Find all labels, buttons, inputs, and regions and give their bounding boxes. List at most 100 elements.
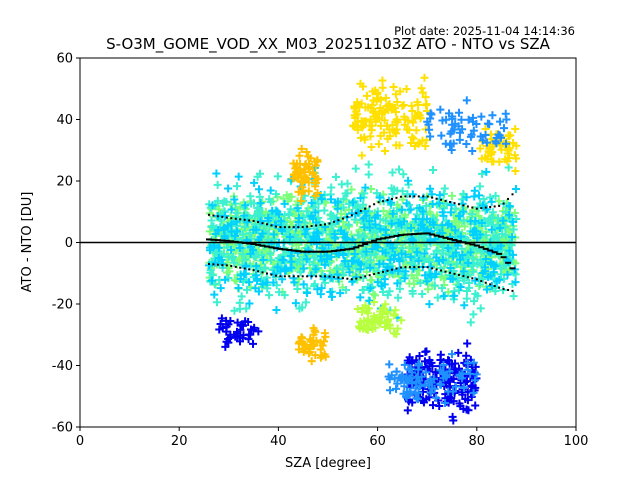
upper-percentile-line-marker <box>404 195 407 198</box>
scatter-point <box>331 173 340 182</box>
upper-percentile-line-marker <box>319 223 322 226</box>
lower-percentile-line-marker <box>364 275 367 278</box>
scatter-point <box>292 167 301 176</box>
scatter-point <box>459 384 468 393</box>
scatter-point <box>250 323 259 332</box>
upper-percentile-line-marker <box>270 224 273 227</box>
lower-percentile-line-marker <box>422 266 425 269</box>
lower-percentile-line-marker <box>466 276 469 279</box>
scatter-point <box>433 293 442 302</box>
upper-percentile-line-marker <box>466 205 469 208</box>
scatter-point <box>280 199 289 208</box>
scatter-point <box>491 191 500 200</box>
scatter-point <box>463 339 472 348</box>
scatter-point <box>459 267 468 276</box>
lower-percentile-line-marker <box>355 277 358 280</box>
scatter-point <box>348 198 357 207</box>
scatter-point <box>327 183 336 192</box>
median-line-marker <box>429 233 436 236</box>
scatter-point <box>451 248 460 257</box>
scatter-point <box>505 210 514 219</box>
scatter-point <box>294 345 303 354</box>
scatter-point <box>380 305 389 314</box>
scatter-point <box>208 276 217 285</box>
scatter-point <box>421 380 430 389</box>
median-line-marker <box>339 248 346 251</box>
scatter-point <box>422 277 431 286</box>
upper-percentile-line-marker <box>471 206 474 209</box>
upper-percentile-line-marker <box>457 203 460 206</box>
scatter-point <box>234 284 243 293</box>
x-tick-label: 60 <box>369 434 386 449</box>
scatter-point <box>387 198 396 207</box>
scatter-point <box>462 139 471 148</box>
scatter-point <box>366 115 375 124</box>
median-line-marker <box>268 246 275 249</box>
scatter-point <box>414 256 423 265</box>
scatter-point <box>356 317 365 326</box>
scatter-point <box>459 216 468 225</box>
scatter-point <box>371 220 380 229</box>
scatter-point <box>378 247 387 256</box>
scatter-point <box>420 73 429 82</box>
scatter-point <box>269 230 278 239</box>
scatter-point <box>458 250 467 259</box>
scatter-point <box>212 298 221 307</box>
scatter-point <box>293 285 302 294</box>
scatter-point <box>511 167 520 176</box>
upper-percentile-line-marker <box>225 216 228 219</box>
scatter-point <box>334 274 343 283</box>
scatter-point <box>322 254 331 263</box>
scatter-point <box>362 306 371 315</box>
scatter-point <box>214 226 223 235</box>
scatter-point <box>462 351 471 360</box>
scatter-point <box>344 262 353 271</box>
scatter-point <box>349 256 358 265</box>
x-tick-label: 40 <box>270 434 287 449</box>
scatter-point <box>251 284 260 293</box>
scatter-point <box>421 368 430 377</box>
scatter-point <box>447 350 456 359</box>
scatter-point <box>240 223 249 232</box>
scatter-point <box>467 362 476 371</box>
y-tick-label: 20 <box>56 175 73 190</box>
lower-percentile-line-marker <box>270 273 273 276</box>
scatter-point <box>374 317 383 326</box>
y-axis-label: ATO - NTO [DU] <box>20 192 35 293</box>
scatter-point <box>431 269 440 278</box>
scatter-point <box>238 250 247 259</box>
scatter-point <box>510 265 519 274</box>
upper-percentile-line-marker <box>507 197 510 200</box>
scatter-point <box>252 271 261 280</box>
scatter-point <box>352 273 361 282</box>
upper-percentile-line-marker <box>261 222 264 225</box>
scatter-point <box>241 270 250 279</box>
scatter-point <box>338 261 347 270</box>
scatter-point <box>388 209 397 218</box>
upper-percentile-line-marker <box>462 204 465 207</box>
scatter-point <box>413 248 422 257</box>
scatter-point <box>393 98 402 107</box>
scatter-point <box>419 193 428 202</box>
scatter-point <box>358 307 367 316</box>
scatter-point <box>376 121 385 130</box>
scatter-point <box>432 246 441 255</box>
scatter-point <box>206 277 215 286</box>
scatter-point <box>448 120 457 129</box>
upper-percentile-line-marker <box>386 199 389 202</box>
scatter-point <box>398 195 407 204</box>
scatter-point <box>320 260 329 269</box>
lower-percentile-line-marker <box>216 263 219 266</box>
lower-percentile-line-marker <box>368 274 371 277</box>
upper-percentile-line-marker <box>395 196 398 199</box>
scatter-point <box>311 265 320 274</box>
scatter-point <box>406 364 415 373</box>
scatter-point <box>336 289 345 298</box>
median-line-marker <box>371 239 378 242</box>
scatter-point <box>343 179 352 188</box>
scatter-point <box>295 151 304 160</box>
median-line-marker <box>210 238 217 241</box>
scatter-point <box>466 318 475 327</box>
scatter-point <box>366 256 375 265</box>
scatter-point <box>413 395 422 404</box>
